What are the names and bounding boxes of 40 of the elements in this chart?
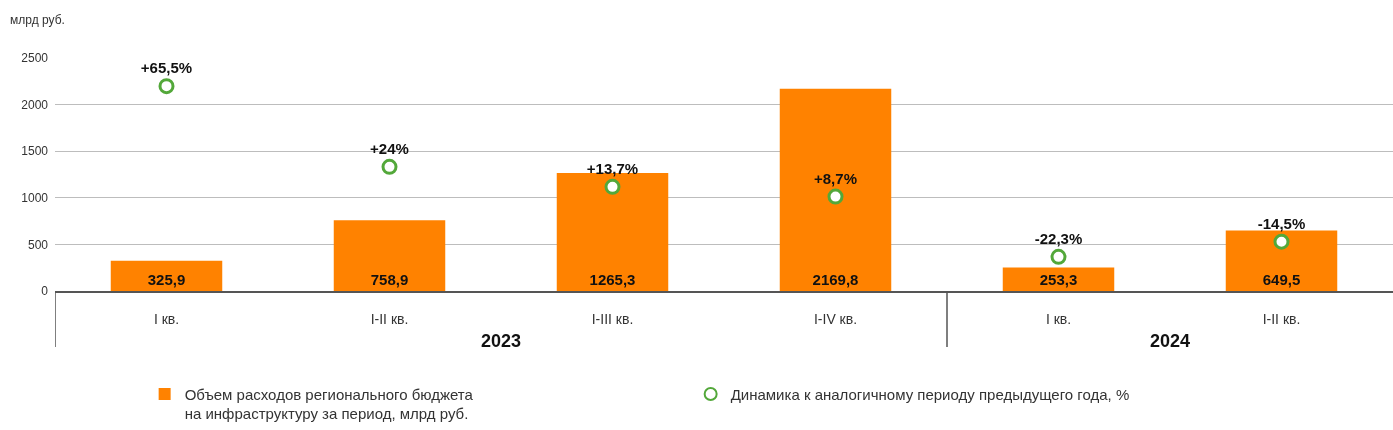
data-label: -22,3% xyxy=(1034,229,1083,247)
point xyxy=(381,158,398,175)
data-label: 325,9 xyxy=(147,271,186,288)
data-label: +65,5% xyxy=(140,59,193,77)
data-label: -14,5% xyxy=(1257,214,1306,232)
data-label: +8,7% xyxy=(814,169,857,187)
data-label: +24% xyxy=(370,139,409,157)
x-tick-label: I кв. xyxy=(1045,310,1072,327)
y-tick-label: 1000 xyxy=(21,191,49,205)
data-label: +13,7% xyxy=(586,159,639,177)
x-tick-label: I-III кв. xyxy=(591,310,634,327)
text: 2024 xyxy=(1150,331,1191,351)
point xyxy=(1050,248,1067,265)
text: 2023 xyxy=(481,331,522,351)
legend-label: Динамика к аналогичному периоду предыдущего года, % xyxy=(730,385,1130,403)
point xyxy=(158,78,175,95)
y-tick-label: 500 xyxy=(27,237,49,252)
bar xyxy=(333,220,446,291)
y-tick-label: 2000 xyxy=(21,97,49,112)
bar xyxy=(1002,267,1115,291)
x-tick-label: I-II кв. xyxy=(1262,310,1301,327)
data-label: 253,3 xyxy=(1039,271,1078,288)
y-tick-label: 0 xyxy=(41,284,49,299)
point xyxy=(827,188,844,205)
bar xyxy=(779,88,892,291)
x-tick-label: I-II кв. xyxy=(370,310,409,327)
y-tick-label: 1500 xyxy=(21,144,49,159)
data-label: 1265,3 xyxy=(589,271,636,288)
point xyxy=(604,178,621,195)
x-tick-label: I-IV кв. xyxy=(813,310,858,327)
bar xyxy=(1225,230,1338,291)
data-label: 649,5 xyxy=(1262,271,1301,288)
legend-label: Объем расходов регионального бюджета на инфраструктуру за период, млрд руб. xyxy=(184,385,474,423)
data-label: 758,9 xyxy=(370,271,409,288)
x-tick-label: I кв. xyxy=(153,310,180,327)
bar xyxy=(110,260,223,291)
point xyxy=(1273,233,1290,250)
y-axis-title: млрд руб. xyxy=(10,13,65,27)
y-tick-label: 2500 xyxy=(21,51,49,66)
data-label: 2169,8 xyxy=(812,271,859,288)
